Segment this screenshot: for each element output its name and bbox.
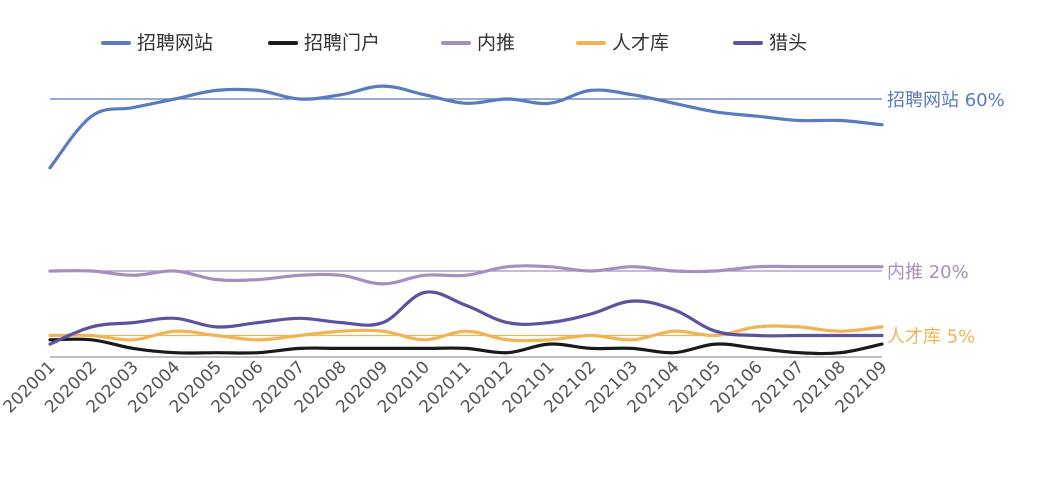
legend-label: 人才库	[612, 32, 669, 54]
legend-label: 内推	[477, 32, 515, 54]
reference-label-1: 招聘网站 60%	[887, 90, 1005, 111]
legend-item-3[interactable]: 内推	[441, 32, 515, 54]
series-line-2[interactable]	[48, 337, 884, 356]
series-lines	[48, 84, 884, 356]
reference-label-3: 人才库 5%	[887, 327, 975, 348]
series-line-1[interactable]	[48, 84, 884, 170]
reference-label-2: 内推 20%	[887, 262, 969, 283]
reference-lines: 招聘网站 60% 内推 20% 人才库 5%	[50, 90, 1005, 348]
legend-item-4[interactable]: 人才库	[576, 32, 669, 54]
legend-label: 猎头	[769, 32, 807, 54]
legend-label: 招聘网站	[137, 32, 213, 54]
legend-item-5[interactable]: 猎头	[733, 32, 807, 54]
legend-item-2[interactable]: 招聘门户	[268, 32, 380, 54]
legend-label: 招聘门户	[304, 32, 380, 54]
series-line-5[interactable]	[48, 290, 884, 346]
legend: 招聘网站 招聘门户 内推 人才库 猎头	[101, 32, 807, 54]
series-line-4[interactable]	[48, 324, 884, 343]
legend-item-1[interactable]: 招聘网站	[101, 32, 213, 54]
series-line-3[interactable]	[48, 264, 884, 286]
x-axis-ticks: 2020012020022020032020042020052020062020…	[0, 357, 892, 417]
